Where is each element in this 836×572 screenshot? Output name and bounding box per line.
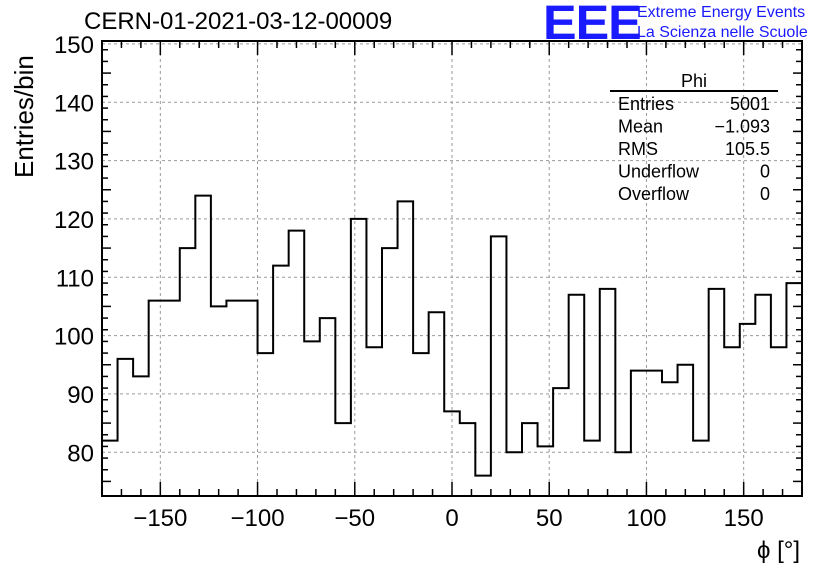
y-tick-label: 90 — [67, 382, 94, 409]
eee-logo: EEE Extreme Energy Events La Scienza nel… — [543, 0, 833, 50]
y-tick-label: 80 — [67, 440, 94, 467]
x-tick-label: 50 — [536, 505, 563, 532]
grid-lines — [102, 41, 802, 496]
axis-ticks — [101, 41, 803, 496]
y-tick-label: 150 — [54, 32, 94, 59]
x-tick-label: −50 — [334, 505, 375, 532]
stats-label: Overflow — [618, 184, 690, 204]
stats-value: 0 — [760, 162, 770, 182]
y-tick-label: 100 — [54, 324, 94, 351]
y-tick-labels: 80 90 100 110 120 130 140 150 — [54, 32, 94, 467]
stats-box: Phi Entries 5001 Mean −1.093 RMS 105.5 Underfl… — [610, 71, 778, 204]
stats-value: 105.5 — [725, 139, 770, 159]
stats-name: Phi — [681, 71, 707, 91]
x-axis-label: ϕ [°] — [757, 537, 800, 564]
x-tick-label: 0 — [445, 505, 458, 532]
stats-label: Entries — [618, 94, 674, 114]
logo-line-1: Extreme Energy Events — [637, 4, 806, 21]
histogram-series — [102, 194, 802, 477]
stats-label: RMS — [618, 139, 658, 159]
x-tick-label: −100 — [231, 505, 285, 532]
logo-line-2: La Scienza nelle Scuole — [637, 24, 808, 41]
stats-value: 0 — [760, 184, 770, 204]
histogram-line — [102, 194, 802, 477]
y-tick-label: 130 — [54, 149, 94, 176]
x-tick-labels: −150 −100 −50 0 50 100 150 — [133, 505, 763, 532]
y-tick-label: 120 — [54, 207, 94, 234]
stats-label: Underflow — [618, 162, 700, 182]
x-tick-label: 100 — [626, 505, 666, 532]
chart-title: CERN-01-2021-03-12-00009 — [84, 8, 393, 35]
y-tick-label: 140 — [54, 90, 94, 117]
y-tick-label: 110 — [56, 265, 94, 292]
y-axis-label: Entries/bin — [9, 55, 39, 178]
x-tick-label: 150 — [724, 505, 764, 532]
stats-value: 5001 — [730, 94, 770, 114]
stats-label: Mean — [618, 117, 663, 137]
x-tick-label: −150 — [133, 505, 187, 532]
stats-value: −1.093 — [714, 117, 770, 137]
